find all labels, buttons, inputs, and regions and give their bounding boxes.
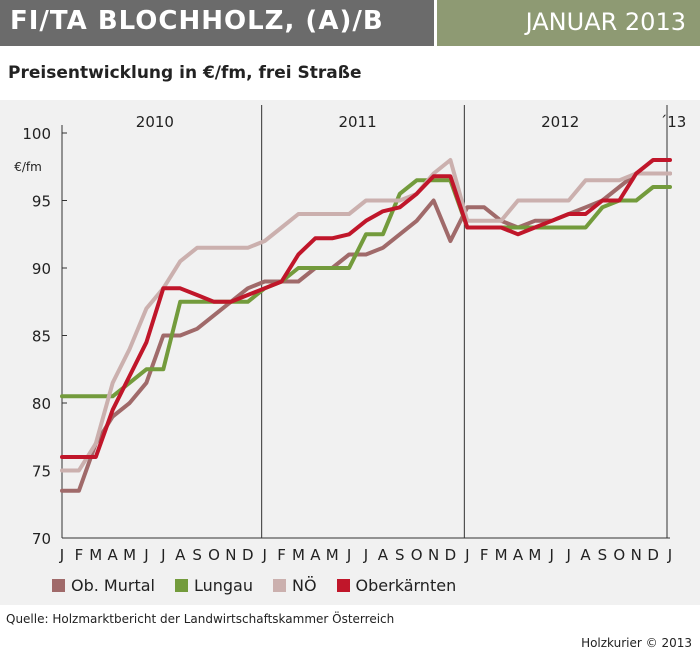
month-label: J [565,546,570,564]
month-label: N [225,546,236,564]
month-label: D [647,546,659,564]
month-label: J [59,546,64,564]
chart-subtitle: Preisentwicklung in €/fm, frei Straße [8,63,362,83]
y-tick-label: 70 [32,530,51,548]
series-line-lungau [60,178,672,399]
y-tick-label: 90 [32,260,51,278]
legend-item: Ob. Murtal [52,576,155,595]
header-title-bar: FI/TA BLOCHHOLZ, (A)/B [0,0,434,46]
year-label: ´13 [660,113,687,131]
legend-label: Ob. Murtal [71,575,155,595]
month-label: O [208,546,220,564]
month-label: F [75,546,84,564]
legend-swatch [336,578,350,592]
month-label: A [310,546,321,564]
legend-item: Oberkärnten [336,575,457,595]
month-label: J [160,546,165,564]
chart-legend: Ob. Murtal Lungau NÖ Oberkärnten [52,574,476,596]
month-label: J [464,546,469,564]
series-line-oberk-rnten [60,158,672,459]
year-label: 2012 [541,113,579,131]
month-label: D [242,546,254,564]
legend-label: NÖ [291,575,317,595]
header-date-bar: JANUAR 2013 [437,0,700,46]
month-label: M [528,546,541,564]
y-tick-label: 95 [32,193,51,211]
y-axis-unit: €/fm [14,160,42,174]
y-tick-label: 100 [22,125,51,143]
month-label: A [513,546,524,564]
month-label: A [108,546,119,564]
legend-label: Oberkärnten [355,575,457,595]
month-label: S [192,546,202,564]
month-label: A [580,546,591,564]
month-label: J [261,546,266,564]
month-label: J [549,546,554,564]
month-label: D [445,546,457,564]
legend-swatch [174,578,188,592]
legend-label: Lungau [193,575,253,595]
month-label: A [378,546,389,564]
year-label: 2011 [338,113,376,131]
month-label: S [598,546,608,564]
month-label: M [292,546,305,564]
month-label: O [411,546,423,564]
month-label: N [428,546,439,564]
month-label: J [363,546,368,564]
credit-note: Holzkurier © 2013 [581,636,692,650]
month-label: N [631,546,642,564]
header-date: JANUAR 2013 [525,8,686,36]
month-label: J [346,546,351,564]
month-label: S [395,546,405,564]
month-label: M [89,546,102,564]
legend-swatch [52,578,65,592]
month-label: A [175,546,186,564]
year-label: 2010 [136,113,174,131]
legend-item: Lungau [174,575,253,595]
month-label: M [495,546,508,564]
legend-swatch [272,578,286,592]
month-label: M [123,546,136,564]
page-title: FI/TA BLOCHHOLZ, (A)/B [10,6,384,36]
month-label: J [667,546,672,564]
y-tick-label: 80 [32,395,51,413]
month-label: M [326,546,339,564]
y-tick-label: 85 [32,328,51,346]
month-label: O [613,546,625,564]
source-note: Quelle: Holzmarktbericht der Landwirtsch… [6,612,395,626]
y-tick-label: 75 [32,463,51,481]
month-label: F [277,546,286,564]
month-label: F [480,546,489,564]
month-label: J [143,546,148,564]
legend-item: NÖ [272,575,317,595]
